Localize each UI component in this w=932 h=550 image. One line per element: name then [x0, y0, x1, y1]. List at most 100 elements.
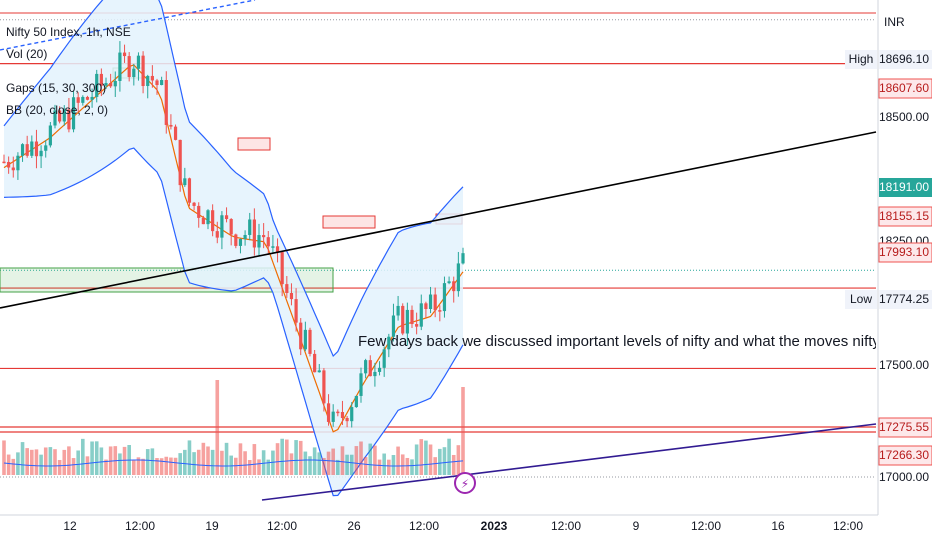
volume-bar: [349, 454, 354, 475]
candle: [442, 283, 447, 312]
volume-bar: [442, 447, 447, 475]
candle: [44, 145, 48, 151]
candle: [141, 55, 145, 87]
idea-note: Few days back we discussed important lev…: [358, 333, 876, 350]
candle: [452, 281, 456, 292]
time-axis-label: 9: [633, 519, 640, 533]
candle: [424, 303, 428, 310]
time-axis-label: 26: [347, 519, 361, 533]
volume-bar: [178, 453, 182, 475]
candle: [350, 407, 354, 422]
candle: [410, 309, 414, 325]
candle: [76, 97, 80, 103]
bollinger-lower: [3, 147, 464, 497]
candle: [336, 411, 340, 414]
candle: [187, 178, 192, 203]
candle: [322, 370, 326, 404]
volume-bar: [76, 450, 80, 475]
bollinger-upper: [3, 0, 464, 358]
candle: [433, 294, 437, 311]
candle: [303, 329, 307, 350]
volume-bar: [224, 442, 229, 475]
volume-bar: [438, 448, 442, 475]
price-axis-label: 17000.00: [879, 470, 929, 484]
time-axis-label: 12:00: [409, 519, 439, 533]
volume-bar: [377, 459, 382, 475]
candle: [419, 303, 423, 327]
volume-bar: [298, 440, 303, 475]
time-axis-label: 12:00: [551, 519, 581, 533]
candle: [368, 360, 372, 377]
volume-bar: [173, 457, 178, 475]
candle: [317, 370, 321, 373]
volume-bar: [257, 459, 261, 475]
volume-bar: [414, 444, 419, 475]
candle: [192, 202, 196, 206]
candle: [289, 293, 294, 300]
trendline-volume: [261, 423, 877, 501]
time-axis-label: 2023: [481, 519, 508, 533]
volume-bar: [317, 452, 322, 475]
candle: [275, 246, 280, 253]
candle: [113, 80, 117, 87]
price-tag-bg: [878, 78, 932, 99]
volume-bar: [20, 442, 25, 475]
price-tag-bg: [879, 178, 932, 197]
volume-bar: [419, 439, 424, 475]
volume-bar: [428, 444, 433, 475]
price-tag-bg: [878, 206, 932, 227]
candle: [211, 210, 215, 232]
volume-bar: [331, 448, 335, 475]
candle: [243, 234, 247, 239]
volume-bar: [169, 457, 173, 475]
volume-bar: [280, 438, 284, 475]
candle: [294, 299, 298, 323]
volume-bar: [229, 455, 233, 475]
candle: [396, 305, 400, 316]
candle: [155, 80, 159, 86]
candle: [34, 141, 39, 157]
volume-bar: [303, 451, 308, 475]
candle: [169, 124, 173, 127]
volume-bar: [387, 459, 391, 475]
volume-bar: [71, 458, 76, 475]
trendline-dashed: [0, 0, 256, 51]
price-tag-bg: [878, 417, 932, 438]
candle: [262, 235, 266, 238]
volume-bar: [43, 447, 48, 475]
flash-icon: ⚡: [461, 477, 469, 491]
volume-bar: [308, 456, 312, 475]
volume-bar: [159, 458, 164, 475]
volume-bar: [25, 448, 29, 475]
candle: [377, 367, 382, 372]
volume-bar: [359, 441, 363, 475]
candle: [11, 167, 15, 171]
candle: [331, 411, 335, 422]
time-axis-label: 12:00: [691, 519, 721, 533]
time-axis-label: 12:00: [125, 519, 155, 533]
candle: [299, 322, 303, 350]
candle: [415, 324, 419, 327]
candle: [30, 141, 34, 156]
gap-box-red-2: [322, 215, 376, 229]
volume-bar: [150, 448, 155, 475]
volume-bar: [136, 457, 141, 475]
volume-bar: [215, 380, 220, 475]
price-tag-value: 17275.55: [879, 420, 929, 434]
candle: [197, 205, 201, 218]
candle: [2, 161, 6, 164]
volume-bar: [16, 452, 20, 475]
volume-bar: [322, 457, 326, 475]
candle: [201, 217, 205, 225]
candle: [95, 73, 99, 97]
currency-label: INR: [884, 15, 905, 29]
volume-bar: [164, 456, 169, 475]
gap-box-red-1: [237, 137, 271, 151]
volume-bar: [289, 453, 294, 475]
candle: [234, 234, 238, 246]
candle: [16, 155, 20, 171]
volume-bar: [145, 449, 150, 475]
volume-bar: [122, 446, 127, 475]
volume-bar: [196, 449, 201, 475]
